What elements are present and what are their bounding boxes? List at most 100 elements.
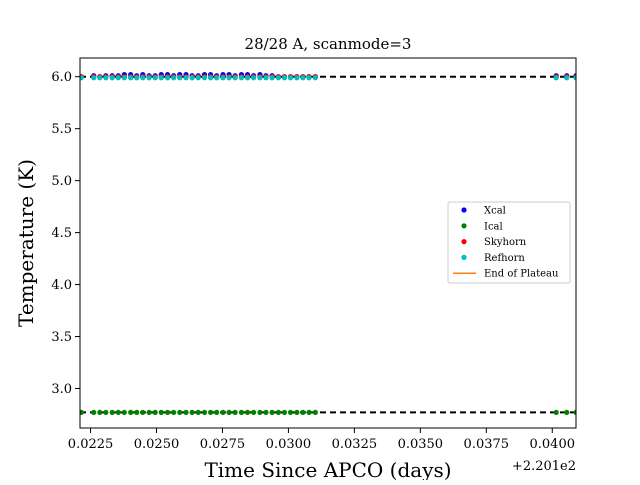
point-refhorn: [281, 75, 288, 81]
y-tick-label: 6.0: [51, 70, 72, 85]
x-tick-label: 0.0350: [398, 437, 444, 452]
point-refhorn: [573, 75, 576, 81]
point-ical: [201, 409, 208, 416]
point-ical: [281, 409, 288, 416]
plot-layer: [80, 72, 576, 416]
point-refhorn: [140, 75, 146, 81]
plot-area: [80, 72, 576, 416]
y-tick-label: 4.0: [51, 278, 72, 293]
point-refhorn: [564, 75, 570, 81]
x-tick-label: 0.0400: [530, 437, 576, 452]
point-refhorn: [300, 75, 306, 81]
point-ical: [275, 409, 281, 416]
series-ical: [80, 409, 576, 416]
point-refhorn: [287, 75, 294, 81]
point-ical: [300, 409, 306, 416]
point-ical: [158, 409, 164, 416]
point-ical: [214, 409, 220, 416]
point-refhorn: [146, 75, 152, 81]
x-offset-label: +2.201e2: [512, 459, 576, 474]
legend-label-skyhorn: Skyhorn: [484, 237, 527, 248]
point-refhorn: [220, 75, 226, 81]
point-ical: [115, 409, 121, 416]
point-ical: [573, 409, 576, 416]
point-refhorn: [214, 75, 220, 81]
point-ical: [226, 409, 232, 416]
point-refhorn: [306, 75, 312, 81]
point-refhorn: [251, 75, 257, 81]
point-ical: [269, 409, 275, 416]
x-tick-label: 0.0325: [332, 437, 378, 452]
point-ical: [121, 409, 127, 416]
point-ical: [312, 409, 318, 416]
x-tick-label: 0.0375: [464, 437, 510, 452]
legend: Xcal Ical Skyhorn Refhorn End of Plateau: [447, 201, 571, 284]
point-refhorn: [195, 75, 201, 81]
legend-box: [447, 201, 571, 284]
legend-marker-ical: [461, 223, 467, 229]
point-refhorn: [109, 75, 115, 81]
point-ical: [109, 409, 115, 416]
point-refhorn: [207, 75, 214, 81]
point-refhorn: [275, 75, 281, 81]
y-axis-ticks: 3.0 3.5 4.0 4.5 5.0 5.5 6.0: [51, 70, 80, 397]
x-tick-label: 0.0300: [266, 437, 312, 452]
point-ical: [189, 409, 195, 416]
point-ical: [553, 409, 559, 416]
legend-label-refhorn: Refhorn: [484, 253, 525, 264]
point-refhorn: [152, 75, 158, 81]
point-ical: [177, 409, 183, 416]
point-refhorn: [121, 75, 127, 81]
point-refhorn: [189, 75, 195, 81]
point-refhorn: [164, 75, 171, 81]
point-ical: [134, 409, 140, 416]
point-refhorn: [294, 75, 300, 81]
legend-marker-refhorn: [461, 254, 467, 260]
point-ical: [220, 409, 226, 416]
x-axis-label: Time Since APCO (days): [204, 458, 451, 480]
legend-label-xcal: Xcal: [484, 206, 506, 217]
x-axis-ticks: 0.0225 0.0250 0.0275 0.0300 0.0325 0.0350 0.03…: [68, 428, 575, 452]
x-tick-label: 0.0250: [134, 437, 180, 452]
point-ical: [91, 409, 97, 416]
point-ical: [263, 409, 269, 416]
point-refhorn: [226, 75, 232, 81]
y-tick-label: 3.5: [51, 330, 72, 345]
point-refhorn: [201, 75, 208, 81]
point-refhorn: [177, 75, 183, 81]
point-ical: [103, 409, 109, 416]
point-refhorn: [134, 75, 140, 81]
point-refhorn: [312, 75, 318, 81]
point-ical: [146, 409, 152, 416]
point-ical: [564, 409, 570, 416]
point-refhorn: [263, 75, 269, 81]
y-tick-label: 5.0: [51, 174, 72, 189]
point-refhorn: [158, 75, 164, 81]
point-ical: [244, 409, 251, 416]
x-tick-label: 0.0225: [68, 437, 114, 452]
point-refhorn: [80, 75, 84, 81]
point-refhorn: [115, 75, 121, 81]
legend-label-end-of-plateau: End of Plateau: [484, 269, 559, 280]
legend-marker-skyhorn: [461, 239, 467, 245]
series-refhorn: [80, 75, 576, 81]
y-tick-label: 5.5: [51, 122, 72, 137]
point-ical: [140, 409, 146, 416]
point-ical: [207, 409, 214, 416]
point-refhorn: [128, 75, 134, 81]
chart-title: 28/28 A, scanmode=3: [245, 35, 412, 53]
point-ical: [306, 409, 312, 416]
point-ical: [195, 409, 201, 416]
point-ical: [128, 409, 134, 416]
point-ical: [152, 409, 158, 416]
point-ical: [171, 409, 177, 416]
y-axis-label: Temperature (K): [14, 159, 38, 327]
point-ical: [257, 409, 263, 416]
y-tick-label: 4.5: [51, 226, 72, 241]
point-refhorn: [91, 75, 97, 81]
point-refhorn: [238, 75, 245, 81]
point-ical: [251, 409, 257, 416]
point-refhorn: [183, 75, 189, 81]
point-refhorn: [553, 75, 559, 81]
point-refhorn: [269, 75, 275, 81]
